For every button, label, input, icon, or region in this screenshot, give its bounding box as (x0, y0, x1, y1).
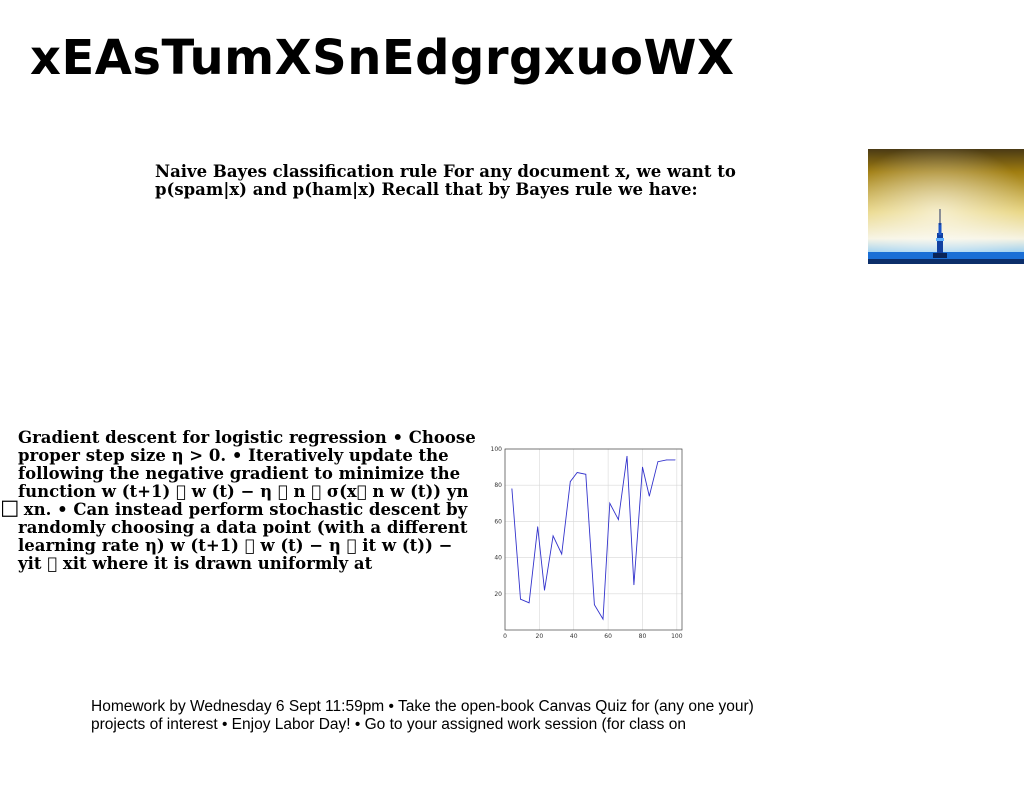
y-tick-label: 80 (494, 482, 502, 489)
data-point (528, 602, 530, 604)
data-point (602, 618, 604, 620)
photo-svg (868, 149, 1024, 264)
data-point (593, 604, 595, 606)
data-point (569, 481, 571, 482)
data-point (674, 459, 676, 461)
data-point (537, 526, 539, 528)
x-tick-label: 60 (604, 633, 612, 640)
data-point (544, 589, 545, 591)
line-chart-svg: 0 20 40 60 80 100 20 40 60 80 100 (491, 446, 683, 640)
data-point (511, 488, 513, 490)
x-tick-label: 100 (671, 633, 683, 640)
line-chart: 0 20 40 60 80 100 20 40 60 80 100 (487, 443, 687, 643)
x-tick-label: 20 (536, 633, 544, 640)
data-point (576, 472, 578, 473)
data-point (618, 519, 619, 520)
data-point (520, 598, 521, 600)
data-point (642, 466, 643, 468)
y-tick-label: 60 (494, 518, 502, 525)
gradient-descent-paragraph: Gradient descent for logistic regression… (18, 428, 476, 573)
series-line (511, 456, 676, 621)
data-point (561, 553, 563, 555)
slide-title: xEAsTumXSnEdgrgxuoWX (30, 30, 735, 86)
data-point (666, 459, 667, 461)
data-point (657, 461, 659, 463)
homework-footer: Homework by Wednesday 6 Sept 11:59pm • T… (91, 698, 754, 733)
data-point (585, 473, 587, 475)
y-tick-label: 20 (494, 591, 502, 598)
x-tick-label: 80 (639, 633, 647, 640)
plot-frame (504, 448, 683, 631)
city-tower-photo (868, 149, 1024, 264)
data-point (609, 502, 611, 504)
data-point (552, 535, 554, 537)
x-tick-label: 40 (570, 633, 578, 640)
data-point (648, 495, 650, 497)
y-tick-label: 100 (491, 446, 503, 453)
data-point (633, 584, 635, 586)
naive-bayes-paragraph: Naive Bayes classification rule For any … (155, 162, 736, 199)
data-point (626, 455, 628, 457)
y-tick-label: 40 (494, 555, 502, 562)
x-tick-label: 0 (503, 633, 507, 640)
